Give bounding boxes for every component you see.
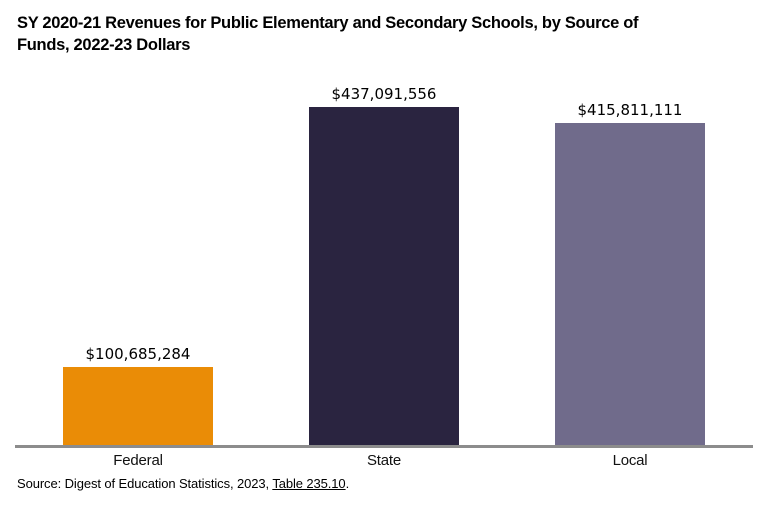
bar-group-federal: $100,685,284 (15, 85, 261, 445)
x-tick-label-state: State (366, 452, 402, 469)
source-text: Source: Digest of Education Statistics, … (17, 476, 273, 491)
source-table-link[interactable]: Table 235.10 (272, 476, 346, 491)
value-label-state: $437,091,556 (331, 85, 437, 103)
plot-area: $100,685,284 $437,091,556 $415,811,111 (15, 85, 753, 448)
bar-federal (63, 367, 213, 445)
x-tick-label-local: Local (612, 452, 648, 469)
x-tick-label-federal: Federal (113, 452, 163, 469)
bar-local (555, 123, 705, 445)
value-label-local: $415,811,111 (577, 101, 683, 119)
bar-group-state: $437,091,556 (261, 85, 507, 445)
source-note: Source: Digest of Education Statistics, … (17, 476, 349, 491)
x-axis-line (15, 445, 753, 448)
x-axis-labels: Federal State Local (15, 452, 753, 469)
bar-state (309, 107, 459, 445)
bar-group-local: $415,811,111 (507, 85, 753, 445)
chart-title: SY 2020-21 Revenues for Public Elementar… (17, 14, 639, 54)
value-label-federal: $100,685,284 (85, 345, 191, 363)
source-suffix: . (345, 476, 350, 491)
